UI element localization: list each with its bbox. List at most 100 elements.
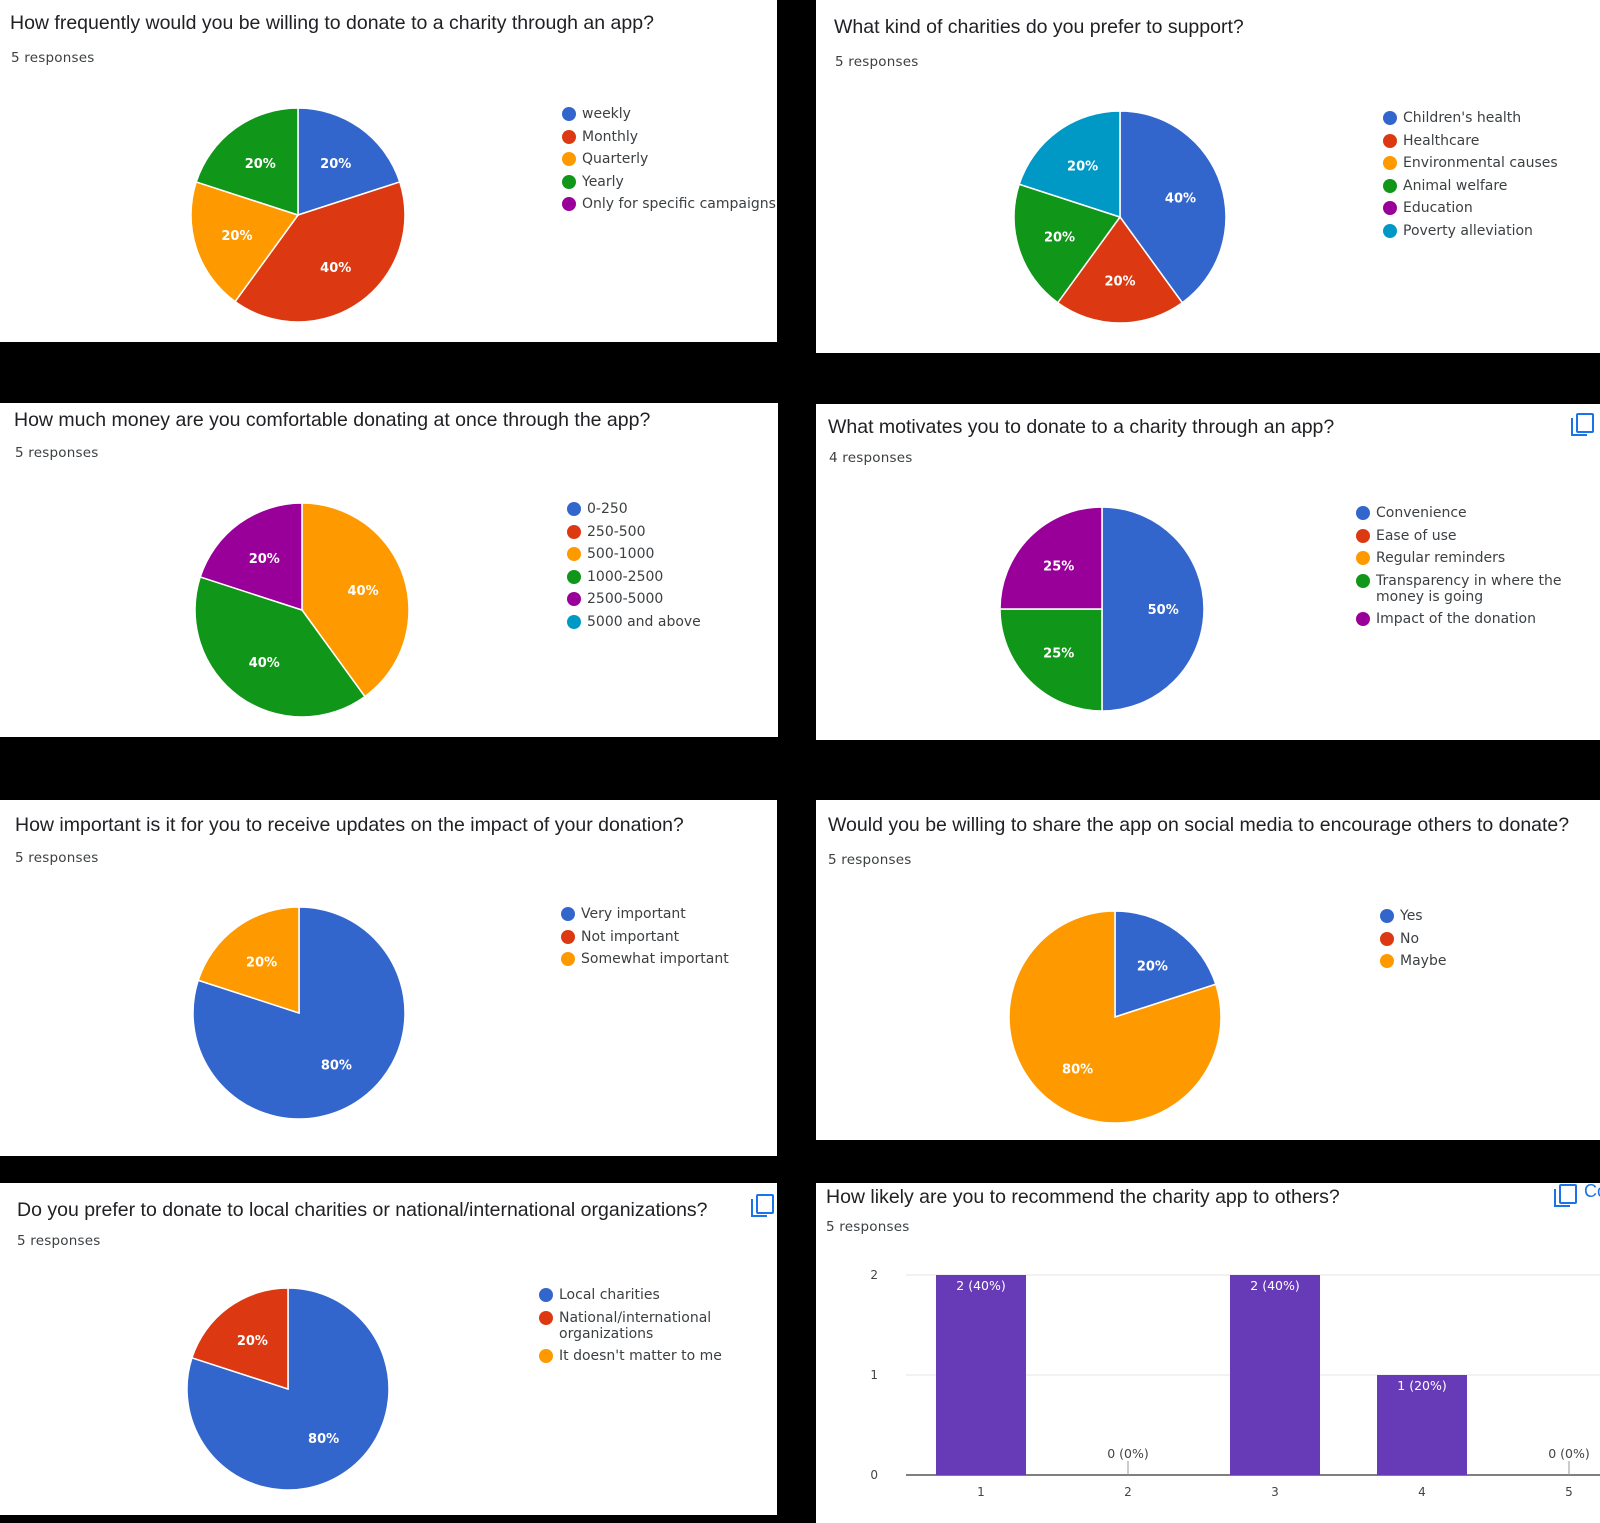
legend: Children's health Healthcare Environmental… [1383,110,1558,245]
legend-label: 500-1000 [587,546,655,562]
x-tick-label: 5 [1565,1485,1573,1499]
legend-item: Somewhat important [561,951,729,967]
legend-swatch [562,107,576,121]
response-count: 5 responses [15,445,99,461]
legend-swatch [1380,909,1394,923]
legend-label: Only for specific campaigns [582,196,776,212]
legend: Yes No Maybe [1380,908,1446,976]
question-title: What motivates you to donate to a charit… [828,416,1335,438]
response-count: 4 responses [829,450,913,466]
legend-swatch [1383,223,1397,238]
legend-item: Healthcare [1383,133,1558,149]
legend-swatch [567,592,581,606]
x-tick-label: 2 [1124,1485,1132,1499]
legend-item: Children's health [1383,110,1558,126]
question-title: Would you be willing to share the app on… [828,814,1570,836]
legend-label: Regular reminders [1376,550,1506,566]
legend-swatch [567,502,581,516]
legend-swatch [1356,551,1370,565]
bar [1230,1275,1320,1475]
pie-slice [1119,110,1227,304]
legend-item: Not important [561,929,729,945]
legend-swatch [1356,506,1370,520]
pie-chart: 40% 40% 20% [194,502,410,718]
legend-item: 250-500 [567,524,701,540]
legend-item: Poverty alleviation [1383,223,1558,239]
chart-panel-q5: How important is it for you to receive u… [0,800,777,1156]
question-title: What kind of charities do you prefer to … [834,16,1244,38]
legend-swatch [1383,111,1397,125]
legend-label: Somewhat important [581,951,729,967]
legend-item: Yes [1380,908,1446,924]
pie-slice [194,575,366,718]
slice-label: 20% [1067,160,1098,175]
slice-label: 40% [249,656,280,671]
legend-item: Environmental causes [1383,155,1558,171]
pie-slice [1018,110,1121,219]
x-tick-label: 4 [1418,1485,1426,1499]
legend-label: Impact of the donation [1376,611,1536,627]
x-tick-label: 1 [977,1485,985,1499]
response-count: 5 responses [835,54,919,70]
copy-chart-label[interactable]: Co [1584,1183,1600,1201]
copy-chart-icon[interactable] [749,1193,775,1219]
legend-label: Education [1403,200,1473,216]
copy-chart-icon[interactable] [1569,412,1595,438]
legend: Local charities National/international or… [539,1287,777,1371]
legend-swatch [1356,612,1370,626]
y-tick-label: 1 [870,1368,878,1382]
question-title: How much money are you comfortable donat… [14,409,651,431]
legend-swatch [1380,954,1394,968]
question-title: How likely are you to recommend the char… [826,1186,1340,1208]
pie-slice [195,107,299,217]
legend-label: 5000 and above [587,613,701,630]
legend-swatch [1356,528,1370,543]
legend-item: 500-1000 [567,546,701,562]
x-tick-label: 3 [1271,1485,1279,1499]
legend-label: Children's health [1403,110,1522,126]
pie-slice [1114,910,1217,1019]
slice-label: 80% [1062,1062,1093,1077]
copy-chart-icon[interactable] [1552,1183,1578,1209]
legend-swatch [539,1288,553,1302]
legend-item: 2500-5000 [567,591,701,607]
pie-slice [1008,910,1222,1124]
legend-swatch [567,569,581,584]
legend-label: 250-500 [587,523,646,540]
legend-swatch [561,929,575,944]
legend: Convenience Ease of use Regular reminders T… [1356,505,1600,634]
pie-slice [190,180,300,303]
legend-item: Regular reminders [1356,550,1600,566]
legend-swatch [562,152,576,166]
slice-label: 25% [1043,560,1074,575]
slice-label: 20% [245,157,276,172]
response-count: 5 responses [17,1233,101,1249]
slice-label: 40% [320,261,351,276]
slice-label: 20% [221,229,252,244]
question-title: How important is it for you to receive u… [15,814,684,836]
pie-slice [234,180,406,323]
legend-label: Very important [581,906,686,922]
slice-label: 20% [246,956,277,971]
legend-item: 0-250 [567,501,701,517]
legend-item: Very important [561,906,729,922]
response-count: 5 responses [11,50,95,66]
legend-label: 1000-2500 [587,568,664,585]
legend-item: Ease of use [1356,528,1600,544]
legend-item: Education [1383,200,1558,216]
pie-slice [192,906,406,1120]
bar-chart: 0 1 2 2 (40%) 1 0 (0%) 2 2 (40%) 3 1 (20%) 4 0 (0%)… [870,1268,1600,1499]
legend-label: Transparency in where the money is going [1376,572,1562,605]
legend-swatch [562,197,576,211]
y-tick-label: 2 [870,1268,878,1282]
legend-label: It doesn't matter to me [559,1348,722,1364]
pie-chart: 80% 20% [192,906,406,1120]
legend-label: 0-250 [587,501,628,517]
pie-slice [297,107,401,217]
legend-item: 5000 and above [567,614,701,630]
pie-slice [999,608,1103,712]
legend-label: Healthcare [1403,132,1480,149]
legend-swatch [1356,573,1370,588]
legend-label: Environmental causes [1403,155,1558,171]
slice-label: 40% [347,584,378,599]
